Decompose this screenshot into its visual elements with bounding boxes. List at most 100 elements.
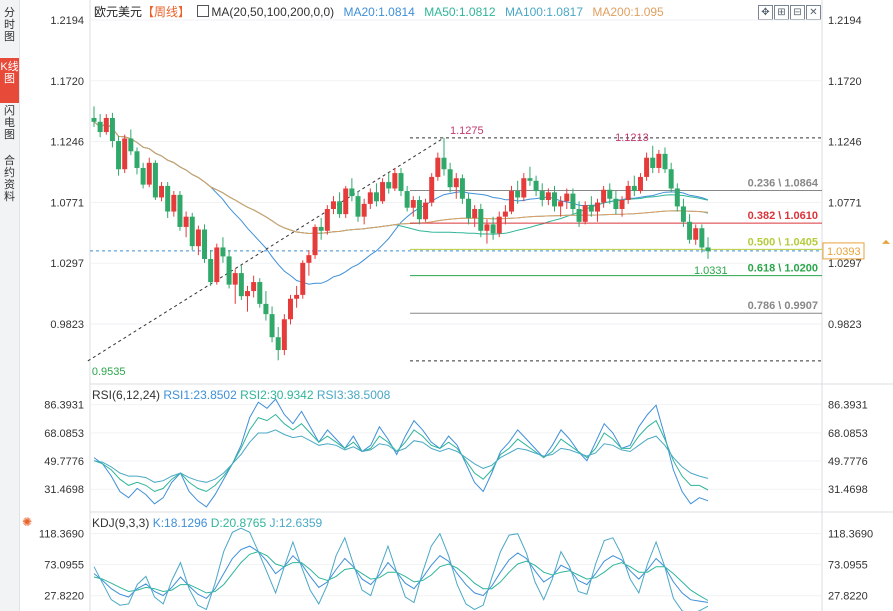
rsi-title: RSI(6,12,24) xyxy=(92,388,161,402)
candle-body xyxy=(545,192,551,201)
kdj-y-tick-left: 27.8220 xyxy=(44,591,84,603)
candle-body xyxy=(183,216,189,227)
candle-body xyxy=(570,193,576,209)
candle-body xyxy=(189,216,195,247)
candle-body xyxy=(392,173,398,189)
candle-body xyxy=(478,208,484,231)
candle-body xyxy=(588,205,594,212)
rsi-rsi1-line xyxy=(93,398,709,508)
tab-kline[interactable]: K线图 xyxy=(0,58,19,103)
recent-low-label: 1.0331 xyxy=(694,265,728,277)
candle-body xyxy=(502,211,508,217)
fib-level-label: 0.500 \ 1.0405 xyxy=(748,236,818,248)
candle-body xyxy=(245,291,250,297)
candle-body xyxy=(152,162,158,198)
candle-body xyxy=(134,151,140,168)
candle-body xyxy=(122,138,128,170)
fib-level-label: 0.618 \ 1.0200 xyxy=(748,263,818,275)
candle-body xyxy=(109,117,115,142)
candle-body xyxy=(349,188,355,197)
ma50-value: MA50:1.0812 xyxy=(424,5,496,19)
candle-body xyxy=(594,202,600,212)
price-y-tick-left: 1.1246 xyxy=(50,137,84,149)
candle-body xyxy=(251,282,257,292)
candle-body xyxy=(343,188,349,215)
candle-body xyxy=(214,247,220,283)
candle-body xyxy=(97,121,103,133)
sun-icon[interactable]: ✺ xyxy=(22,515,33,529)
price-y-tick-right: 1.1720 xyxy=(828,76,862,88)
rsi-legend: RSI(6,12,24) RSI1:23.8502 RSI2:30.9342 R… xyxy=(92,388,390,402)
tab-time-sharing[interactable]: 分时图 xyxy=(4,7,15,43)
candle-body xyxy=(146,162,152,185)
candle-body xyxy=(171,194,177,212)
ma100-value: MA100:1.0817 xyxy=(504,5,583,19)
kdj-j-line xyxy=(93,527,709,611)
tab-contract-info[interactable]: 合约资料 xyxy=(4,155,15,203)
candle-body xyxy=(429,176,435,203)
high-price-label: 1.1275 xyxy=(450,125,484,137)
candle-body xyxy=(644,157,650,177)
rsi-y-tick-left: 49.7776 xyxy=(44,456,84,468)
candle-body xyxy=(453,178,459,188)
candle-body xyxy=(656,153,662,168)
candle-body xyxy=(484,224,490,231)
candle-body xyxy=(177,194,183,227)
low-price-label: 0.9535 xyxy=(92,366,126,378)
rsi3-value: RSI3:38.5008 xyxy=(316,388,391,402)
rsi-y-tick-left: 68.0853 xyxy=(44,428,84,440)
kdj-y-tick-right: 27.8220 xyxy=(828,591,868,603)
fib-level-label: 0.382 \ 1.0610 xyxy=(748,210,818,222)
price-y-tick-right: 1.0771 xyxy=(828,197,862,209)
candle-body xyxy=(367,192,373,204)
ma20-value: MA20:1.0814 xyxy=(343,5,415,19)
crosshair-icon[interactable]: ⊞ xyxy=(774,5,789,20)
period-label[interactable]: 【周线】 xyxy=(142,5,191,19)
candle-body xyxy=(91,117,97,122)
kdj-y-tick-right: 118.3690 xyxy=(828,528,873,540)
candle-body xyxy=(220,247,226,257)
swing-trend-line xyxy=(87,137,445,362)
tab-flash-chart[interactable]: 闪电图 xyxy=(4,105,15,141)
symbol-name: 欧元美元 xyxy=(94,5,143,19)
candle-body xyxy=(238,273,244,297)
price-y-tick-left: 1.2194 xyxy=(50,15,84,27)
candle-body xyxy=(496,216,502,234)
candle-body xyxy=(116,141,122,170)
candle-body xyxy=(650,157,656,168)
candle-body xyxy=(232,273,238,285)
candle-body xyxy=(300,262,306,295)
fib-level-label: 0.236 \ 1.0864 xyxy=(748,178,819,190)
rsi2-value: RSI2:30.9342 xyxy=(240,388,314,402)
kdj-title: KDJ(9,3,3) xyxy=(92,516,150,530)
candle-body xyxy=(355,196,361,217)
candle-body xyxy=(103,117,109,133)
candle-body xyxy=(330,201,336,209)
candle-body xyxy=(515,191,521,198)
kdj-k-value: K:18.1296 xyxy=(152,516,208,530)
candle-body xyxy=(625,185,631,201)
price-y-tick-left: 1.1720 xyxy=(50,76,84,88)
candle-body xyxy=(466,198,472,218)
last-price-arrow-icon[interactable] xyxy=(882,239,890,244)
candle-body xyxy=(582,205,588,222)
price-y-tick-left: 1.0771 xyxy=(50,197,84,209)
candle-body xyxy=(576,208,582,222)
kdj-d-value: D:20.8765 xyxy=(210,516,267,530)
kdj-y-tick-left: 118.3690 xyxy=(39,528,84,540)
candle-body xyxy=(275,337,281,351)
ma-icon[interactable] xyxy=(197,5,210,17)
candle-body xyxy=(398,173,404,192)
candle-body xyxy=(294,294,300,299)
candle-body xyxy=(558,201,564,207)
recent-high-label: 1.1213 xyxy=(615,132,649,144)
candle-body xyxy=(281,319,287,351)
side-tabs: 分时图 K线图 闪电图 合约资料 xyxy=(0,0,20,611)
rsi-y-tick-left: 86.3931 xyxy=(44,400,84,412)
candle-body xyxy=(472,208,478,218)
rsi-y-tick-right: 49.7776 xyxy=(828,456,868,468)
price-y-tick-right: 1.2194 xyxy=(828,15,862,27)
candle-body xyxy=(386,182,392,189)
price-y-tick-right: 1.0297 xyxy=(828,258,862,270)
candle-body xyxy=(337,201,343,215)
